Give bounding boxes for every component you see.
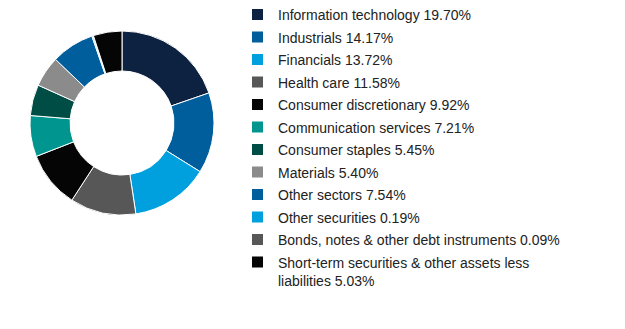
legend-text: liabilities: [278, 273, 331, 289]
legend-label: Consumer discretionary 9.92%: [278, 97, 469, 113]
legend-label: Industrials 14.17%: [278, 30, 393, 46]
legend-text: Materials: [278, 165, 335, 181]
donut: [30, 31, 214, 215]
legend-text: 5.40%: [335, 165, 379, 181]
legend-swatch: [252, 77, 263, 88]
legend-swatch: [252, 234, 263, 245]
legend-swatch: [252, 144, 263, 155]
legend-text: Consumer discretionary: [278, 97, 426, 113]
legend-text: Bonds, notes & other debt instruments: [278, 232, 516, 248]
legend-text: 13.72%: [341, 52, 392, 68]
legend-swatch: [252, 257, 263, 268]
legend-text: Short-term securities & other assets les…: [278, 255, 529, 271]
legend-label: Health care 11.58%: [278, 75, 400, 91]
legend-label: Information technology 19.70%: [278, 7, 471, 23]
legend-text: 9.92%: [426, 97, 470, 113]
legend-text: Health care: [278, 75, 350, 91]
slice: [30, 115, 74, 156]
legend-swatch: [252, 189, 263, 200]
legend-label: Materials 5.40%: [278, 165, 378, 181]
legend-swatch: [252, 212, 263, 223]
legend-text: Consumer staples: [278, 142, 391, 158]
legend-text: 5.45%: [391, 142, 435, 158]
legend-text: 19.70%: [420, 7, 471, 23]
legend-swatch: [252, 122, 263, 133]
legend-label: Financials 13.72%: [278, 52, 392, 68]
legend-swatch: [252, 167, 263, 178]
legend-text: Other sectors: [278, 187, 362, 203]
legend-text: 7.54%: [362, 187, 406, 203]
legend-swatch: [252, 32, 263, 43]
legend-text: Industrials: [278, 30, 342, 46]
slice: [122, 31, 209, 106]
legend-label: Other sectors 7.54%: [278, 187, 406, 203]
legend-text: Financials: [278, 52, 341, 68]
legend-label: Other securities 0.19%: [278, 210, 420, 226]
legend-label: Consumer staples 5.45%: [278, 142, 434, 158]
legend-swatch: [252, 54, 263, 65]
legend: Information technology 19.70% Industrials…: [252, 7, 560, 289]
legend-text: 5.03%: [331, 273, 375, 289]
legend-text: Other securities: [278, 210, 376, 226]
legend-swatch: [252, 99, 263, 110]
legend-label: Bonds, notes & other debt instruments 0.…: [278, 232, 560, 248]
legend-label: Short-term securities & other assets les…: [278, 255, 529, 271]
legend-text: 11.58%: [350, 75, 400, 91]
legend-text: Communication services: [278, 120, 431, 136]
legend-text: 14.17%: [342, 30, 393, 46]
legend-text: 0.19%: [376, 210, 420, 226]
legend-text: Information technology: [278, 7, 420, 23]
legend-text: 0.09%: [516, 232, 560, 248]
chart: Information technology 19.70% Industrials…: [0, 0, 625, 329]
legend-label: liabilities 5.03%: [278, 273, 375, 289]
legend-text: 7.21%: [431, 120, 475, 136]
legend-swatch: [252, 9, 263, 20]
slice: [93, 31, 122, 74]
slice: [130, 151, 200, 214]
legend-label: Communication services 7.21%: [278, 120, 474, 136]
